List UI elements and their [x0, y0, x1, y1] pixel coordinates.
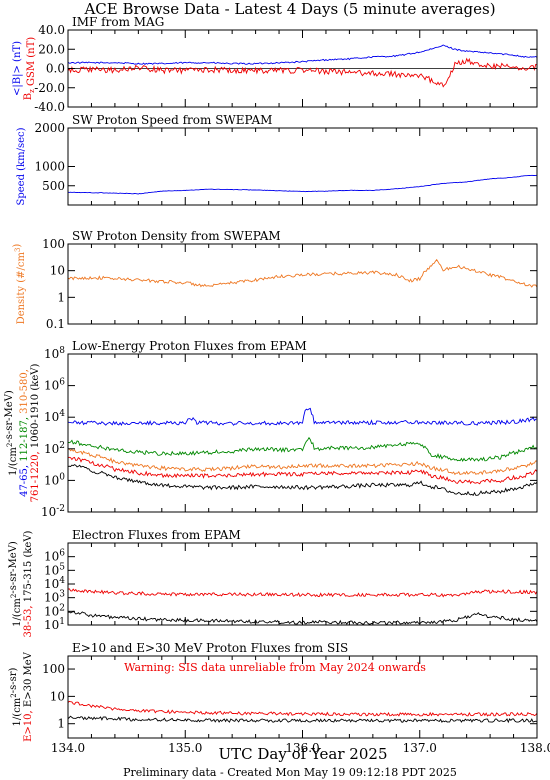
y-axis-label: 1/(cm2-s-sr) — [8, 667, 23, 726]
y-tick-label: 0.0 — [46, 62, 65, 76]
y-tick-label: 100 — [42, 662, 65, 676]
y-tick-label: 102 — [44, 441, 65, 456]
x-axis-label: UTC Day of Year 2025 — [219, 745, 388, 763]
series-line-38-53 — [68, 588, 537, 598]
x-tick-label: 136.0 — [285, 741, 319, 755]
series-line-e-30 — [68, 715, 537, 724]
y-axis-label: 1/(cm2-s-sr-MeV) — [8, 541, 23, 627]
series-line--b-nt- — [68, 44, 537, 65]
series-line-e-10 — [68, 700, 537, 717]
y-tick-label: 103 — [44, 590, 65, 605]
panel-1: 40.0 20.0 0.0 -20.0 -40.0 IMF from MAG <|B|> (… — [12, 15, 538, 114]
y-tick-label: 106 — [44, 378, 65, 393]
y-tick-label: 20.0 — [38, 42, 65, 56]
y-tick-label: 40.0 — [38, 23, 65, 37]
y-tick-label: 1 — [57, 717, 65, 731]
y-tick-label: 10 — [50, 689, 65, 703]
series-line-112-187 — [68, 436, 537, 462]
panel-4: 108 106 104 102 100 10-2 Low-Energy Proton Flu… — [4, 339, 538, 519]
y-axis-label: 1/(cm2-s-sr-MeV) — [4, 390, 19, 476]
series-line-1060-1910 — [68, 464, 537, 496]
y-axis-label: 47-65, 112-187, 310-580, — [19, 369, 30, 497]
series-line-761-1220 — [68, 456, 537, 485]
x-tick-label: 135.0 — [168, 741, 202, 755]
y-tick-label: 1000 — [34, 160, 65, 174]
series-line-310-580 — [68, 448, 537, 476]
panel-title: Electron Fluxes from EPAM — [72, 528, 241, 542]
panel-title: SW Proton Density from SWEPAM — [72, 229, 281, 243]
y-axis-label: 38-53, 175-315 (keV) — [23, 530, 34, 637]
plot-frame — [67, 127, 538, 206]
sis-warning-annotation: Warning: SIS data unreliable from May 20… — [124, 661, 426, 674]
x-tick-label: 138.0 — [520, 741, 550, 755]
panel-6: 100 10 1 E>10 and E>30 MeV Proton Fluxes fr… — [8, 641, 538, 742]
series-line-47-65 — [68, 407, 537, 426]
y-axis-label: Density (#/cm3) — [12, 244, 27, 325]
plot-frame — [67, 243, 538, 325]
panel-2: 2000 1000 500 SW Proton Speed from SWEPAM Sp… — [16, 113, 538, 206]
footer-note: Preliminary data - Created Mon May 19 09… — [123, 766, 457, 779]
series-line-speed-km-sec- — [68, 174, 537, 195]
y-tick-label: 1 — [57, 290, 65, 304]
y-tick-label: 500 — [42, 179, 65, 193]
panel-title: Low-Energy Proton Fluxes from EPAM — [72, 339, 307, 353]
y-tick-label: 102 — [44, 603, 65, 618]
plot-frame — [67, 542, 538, 626]
y-tick-label: 101 — [44, 617, 65, 632]
y-tick-label: 10-2 — [41, 504, 65, 519]
y-tick-label: 0.1 — [46, 317, 65, 331]
y-tick-label: 100 — [44, 472, 65, 487]
panel-title: IMF from MAG — [72, 15, 164, 29]
y-tick-label: -40.0 — [34, 100, 65, 114]
y-axis-label: Speed (km/sec) — [16, 127, 27, 205]
panel-title: SW Proton Speed from SWEPAM — [72, 113, 272, 127]
figure-title: ACE Browse Data - Latest 4 Days (5 minut… — [83, 0, 495, 18]
panel-3: 100 10 1 0.1 SW Proton Density from SWEPAM De… — [12, 229, 538, 331]
y-axis-label: E>10, E>30 MeV — [23, 651, 34, 742]
series-line-density-cm3- — [68, 258, 537, 288]
x-tick-label: 137.0 — [403, 741, 437, 755]
y-axis-label: Bz GSM (nT) — [23, 37, 37, 101]
y-tick-label: 10 — [50, 264, 65, 278]
y-tick-label: 105 — [44, 562, 65, 577]
y-tick-label: 104 — [44, 409, 65, 424]
y-tick-label: -20.0 — [34, 81, 65, 95]
series-line-bz-gsm-nt- — [68, 57, 537, 88]
y-tick-label: 2000 — [34, 121, 65, 135]
y-tick-label: 108 — [44, 346, 65, 361]
panel-title: E>10 and E>30 MeV Proton Fluxes from SIS — [72, 641, 348, 655]
y-axis-label: 761-1220, 1060-1910 (keV) — [30, 364, 41, 503]
y-axis-label: <|B|> (nT) — [12, 41, 23, 96]
y-tick-label: 106 — [44, 549, 65, 564]
y-tick-label: 100 — [42, 237, 65, 251]
y-tick-label: 104 — [44, 576, 65, 591]
x-tick-label: 134.0 — [51, 741, 85, 755]
